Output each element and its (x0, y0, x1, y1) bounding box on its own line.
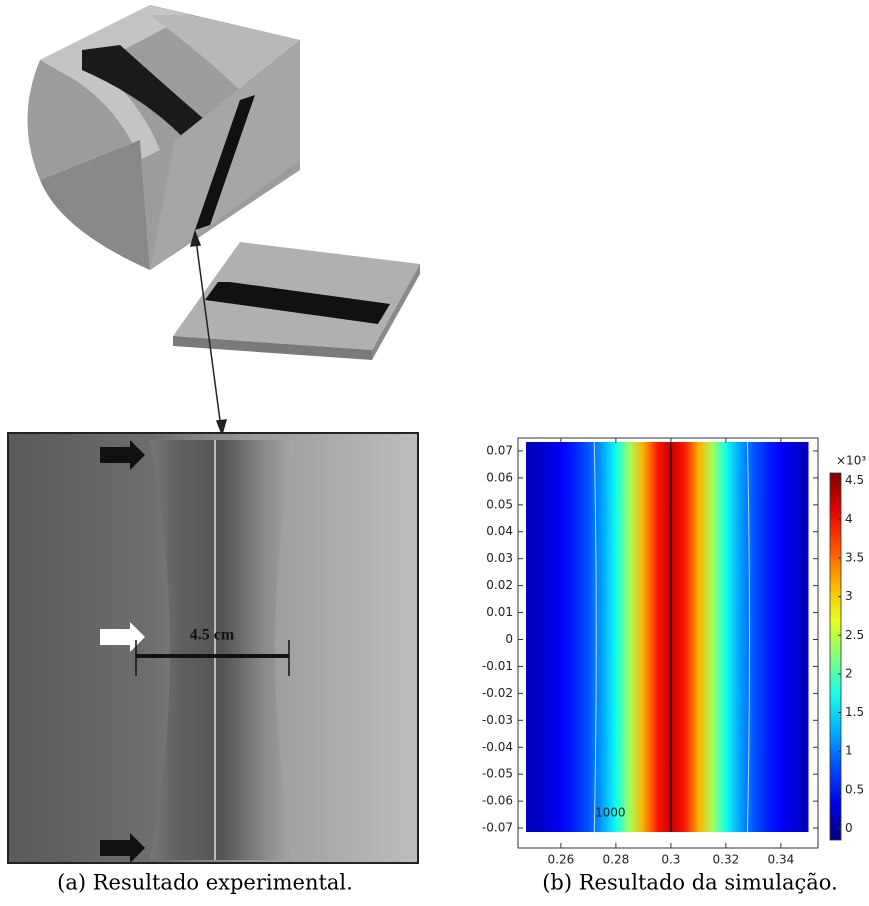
y-tick-label: 0.05 (486, 497, 513, 511)
heat-cell (740, 442, 754, 832)
colorbar-tick-label: 3.5 (845, 550, 864, 564)
contour-label: 1000 (595, 806, 626, 820)
colorbar-tick-label: 0.5 (845, 782, 864, 796)
y-tick-label: 0.04 (486, 524, 513, 538)
heat-cell (685, 442, 699, 832)
heat-cell (533, 442, 547, 832)
heat-cell (526, 442, 534, 832)
colorbar-tick-label: 1.5 (845, 705, 864, 719)
y-tick-label: 0 (505, 632, 513, 646)
heat-cell (630, 442, 644, 832)
heat-cell (547, 442, 561, 832)
heat-cell (561, 442, 575, 832)
heatmap-chart: 0.26 0.28 0.3 0.32 0.34 0.07 0.06 0.05 0.04 0.03 0… (482, 438, 866, 867)
colorbar-tick-label: 2 (845, 666, 853, 680)
heat-cell (753, 442, 767, 832)
y-tick-label: 0.03 (486, 551, 513, 565)
heat-cell (602, 442, 616, 832)
colorbar-tick-label: 4.5 (845, 473, 864, 487)
y-tick-label: -0.04 (482, 740, 513, 754)
caption: (a) Resultado experimental. (57, 871, 353, 895)
colorbar-tick-label: 1 (845, 744, 853, 758)
colorbar (830, 473, 841, 840)
y-tick-label: -0.01 (482, 659, 513, 673)
heat-cell (616, 442, 630, 832)
caption: (b) Resultado da simulação. (542, 871, 838, 895)
y-tick-label: 0.06 (486, 470, 513, 484)
heat-cell (575, 442, 589, 832)
heat-cell (795, 442, 809, 832)
heat-cell (671, 442, 685, 832)
x-tick-label: 0.3 (661, 853, 680, 867)
y-tick-label: -0.02 (482, 686, 513, 700)
y-tick-label: -0.05 (482, 767, 513, 781)
scale-annotation: 4.5 cm (190, 627, 235, 644)
heat-cell (726, 442, 740, 832)
heat-cell (698, 442, 712, 832)
y-tick-label: 0.01 (486, 605, 513, 619)
colorbar-tick-label: 2.5 (845, 628, 864, 642)
colorbar-tick-label: 4 (845, 512, 853, 526)
y-tick-label: -0.07 (482, 821, 513, 835)
y-tick-label: 0.07 (486, 443, 513, 457)
photo: 4.5 cm (8, 433, 418, 863)
y-tick-label: -0.06 (482, 794, 513, 808)
y-tick-label: -0.03 (482, 713, 513, 727)
heat-cell (643, 442, 657, 832)
x-tick-label: 0.32 (713, 853, 740, 867)
tool-drawing (28, 5, 301, 270)
heat-cell (767, 442, 781, 832)
heat-cell (657, 442, 671, 832)
x-tick-label: 0.28 (603, 853, 630, 867)
x-tick-label: 0.26 (548, 853, 575, 867)
y-tick-label: 0.02 (486, 578, 513, 592)
figure: 4.5 cm (a) Resultado experimental. (b) R… (0, 0, 869, 902)
colorbar-label: ×10³ (836, 454, 866, 468)
heat-cell (781, 442, 795, 832)
colorbar-tick-label: 0 (845, 821, 853, 835)
heat-cell (712, 442, 726, 832)
x-tick-label: 0.34 (768, 853, 795, 867)
colorbar-tick-label: 3 (845, 589, 853, 603)
